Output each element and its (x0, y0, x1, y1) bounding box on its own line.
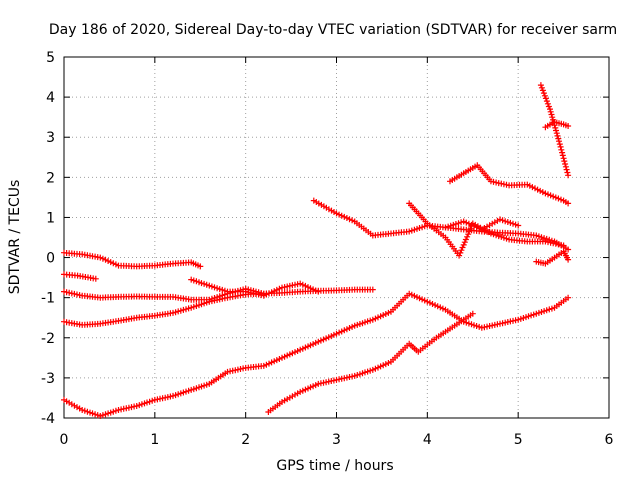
y-tick-label: 3 (46, 130, 55, 146)
y-tick-label: -4 (41, 411, 55, 427)
series-track-01 (61, 249, 204, 270)
x-tick-label: 5 (514, 432, 523, 448)
series-track-14 (533, 248, 572, 267)
series-markers (447, 162, 572, 207)
series-markers (265, 310, 476, 415)
series-markers (61, 271, 99, 282)
x-axis-label: GPS time / hours (276, 458, 393, 474)
series-markers (310, 197, 572, 253)
series-markers (61, 286, 376, 328)
series-markers (61, 290, 572, 419)
x-tick-label: 1 (150, 432, 159, 448)
y-tick-label: 2 (46, 170, 55, 186)
series-track-13 (542, 119, 572, 131)
x-tick-label: 3 (332, 432, 341, 448)
series-markers (442, 216, 522, 233)
grid (64, 57, 609, 418)
series-markers (61, 285, 267, 303)
tick-labels: 0 1 2 3 4 5 6 -4 -3 -2 -1 0 1 2 3 4 5 (41, 50, 614, 448)
data-points (61, 82, 572, 419)
y-tick-label: -3 (41, 371, 55, 387)
series-track-02 (61, 271, 99, 282)
series-track-12 (537, 82, 572, 179)
series-markers (188, 276, 322, 299)
series-track-11 (447, 162, 572, 207)
plot-frame (63, 56, 610, 419)
y-tick-label: 1 (46, 210, 55, 226)
y-tick-label: -2 (41, 331, 55, 347)
series-track-08 (310, 197, 572, 253)
x-tick-label: 2 (241, 432, 250, 448)
series-track-07 (265, 310, 476, 415)
series-track-03 (61, 285, 267, 303)
y-tick-label: -1 (41, 291, 55, 307)
series-markers (537, 82, 572, 179)
x-tick-label: 0 (60, 432, 69, 448)
x-tick-label: 4 (423, 432, 432, 448)
chart-title: Day 186 of 2020, Sidereal Day-to-day VTE… (49, 22, 617, 38)
y-tick-label: 5 (46, 50, 55, 66)
y-tick-label: 0 (46, 251, 55, 267)
series-track-06 (61, 290, 572, 419)
series-markers (542, 119, 572, 131)
series-markers (61, 249, 204, 270)
y-axis-label: SDTVAR / TECUs (7, 180, 23, 295)
series-markers (533, 248, 572, 267)
axes (63, 56, 610, 419)
y-tick-label: 4 (46, 90, 55, 106)
x-tick-label: 6 (605, 432, 614, 448)
series-track-10 (442, 216, 522, 233)
series-track-05 (188, 276, 322, 299)
series-track-04 (61, 286, 376, 328)
